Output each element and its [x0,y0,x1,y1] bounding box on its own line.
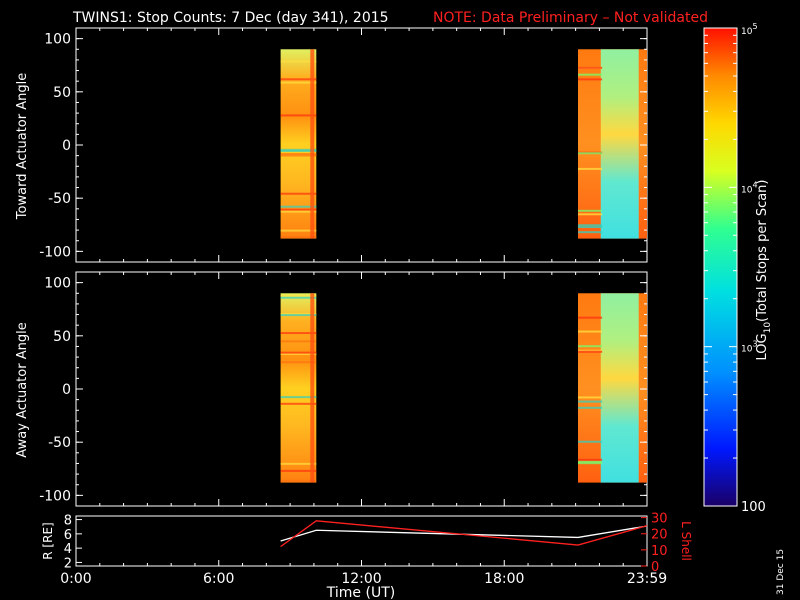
middle-ylabel: Away Actuator Angle [15,322,30,457]
date-stamp: 31 Dec 15 [776,549,786,595]
heatmap-layer [281,49,647,482]
heatmap-stripe [578,168,602,170]
heatmap-stripe [578,74,602,76]
colorbar-tick-label: 105 [741,22,758,37]
heatmap-stripe [578,317,602,319]
bottom-left-ylabel: R [RE] [41,522,55,559]
heatmap-stripe [578,345,602,347]
heatmap-edge [310,49,314,238]
heatmap-stripe [578,67,602,69]
ytick-label: 50 [53,329,71,345]
ytick-label: -100 [39,244,71,260]
heatmap-stripe [578,224,602,226]
xtick-label: 23:59 [627,571,667,587]
right-ytick-label: 20 [651,528,668,543]
heatmap-stripe [578,226,602,228]
figure-title: TWINS1: Stop Counts: 7 Dec (day 341), 20… [72,10,389,26]
heatmap-stripe [578,213,602,215]
heatmap-stripe [578,78,602,80]
ytick-label: -50 [48,191,71,207]
heatmap-stripe [578,351,602,353]
ytick-label: 50 [53,85,71,101]
heatmap-stripe [578,231,602,233]
heatmap-stripe [578,331,602,333]
heatmap-stripe [578,459,602,461]
tick-layer: 100500-50-100100500-50-100864230201000:0… [39,28,667,587]
right-ytick-label: 30 [651,512,668,527]
bottom-right-ylabel: L Shell [679,521,693,561]
ytick-label: 0 [62,138,71,154]
left-ytick-label: 8 [64,514,72,529]
heatmap-core [601,49,639,238]
heatmap-stripe [578,210,602,212]
colorbar-tick-label: 100 [741,500,766,515]
heatmap-stripe [578,407,602,409]
right-ytick-label: 10 [651,544,668,559]
left-ytick-label: 2 [64,556,72,571]
colorbar [704,28,737,506]
middle-panel-frame [76,272,647,506]
left-ytick-label: 4 [64,542,72,557]
heatmap-core [601,293,639,482]
xtick-label: 0:00 [60,571,91,587]
top-panel-frame [76,28,647,262]
ytick-label: -100 [39,488,71,504]
preliminary-note: NOTE: Data Preliminary – Not validated [433,10,708,26]
xtick-label: 18:00 [484,571,524,587]
bottom-panel-frame [76,516,647,566]
ephemeris-lines [281,521,647,547]
heatmap-stripe [578,462,602,464]
heatmap-stripe [578,441,602,443]
colorbar-label: LOG10(Total Stops per Scan) [755,180,773,361]
heatmap-stripe [578,396,602,398]
radius-line [281,526,647,541]
ytick-label: 100 [44,276,71,292]
heatmap-stripe [578,401,602,403]
ytick-label: 100 [44,32,71,48]
ytick-label: -50 [48,435,71,451]
xtick-label: 6:00 [203,571,234,587]
heatmap-edge [310,293,314,482]
ytick-label: 0 [62,382,71,398]
x-axis-title: Time (UT) [326,585,395,600]
left-ytick-label: 6 [64,528,72,543]
top-ylabel: Toward Actuator Angle [15,73,30,220]
heatmap-stripe [578,152,602,154]
